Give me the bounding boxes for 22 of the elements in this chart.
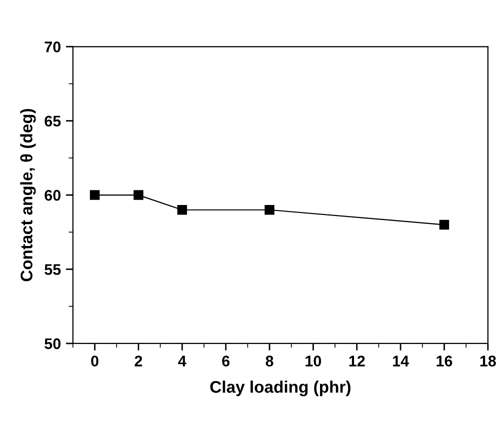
point — [439, 220, 450, 230]
point — [90, 190, 100, 200]
point — [134, 190, 144, 200]
y-tick-label: 70 — [44, 42, 61, 52]
x-tick-label: 4 — [178, 356, 186, 366]
point — [177, 205, 187, 215]
x-tick-label: 14 — [393, 356, 409, 366]
x-tick-label: 10 — [306, 356, 322, 366]
x-tick-label: 16 — [436, 356, 452, 366]
x-axis-title: Clay loading (phr) — [210, 380, 350, 396]
x-tick-label: 12 — [349, 356, 365, 366]
point — [264, 205, 274, 215]
y-tick-label: 65 — [44, 116, 61, 127]
x-tick-label: 18 — [480, 356, 496, 366]
y-tick-label: 50 — [44, 338, 61, 350]
x-tick-label: 8 — [266, 356, 274, 366]
x-tick-label: 2 — [134, 356, 142, 366]
x-tick-label: 6 — [222, 356, 230, 366]
x-tick-label: 0 — [91, 356, 98, 366]
y-tick-label: 60 — [44, 190, 61, 201]
y-axis-title: Contact angle, θ (deg) — [20, 108, 36, 282]
y-tick-label: 55 — [44, 264, 61, 275]
